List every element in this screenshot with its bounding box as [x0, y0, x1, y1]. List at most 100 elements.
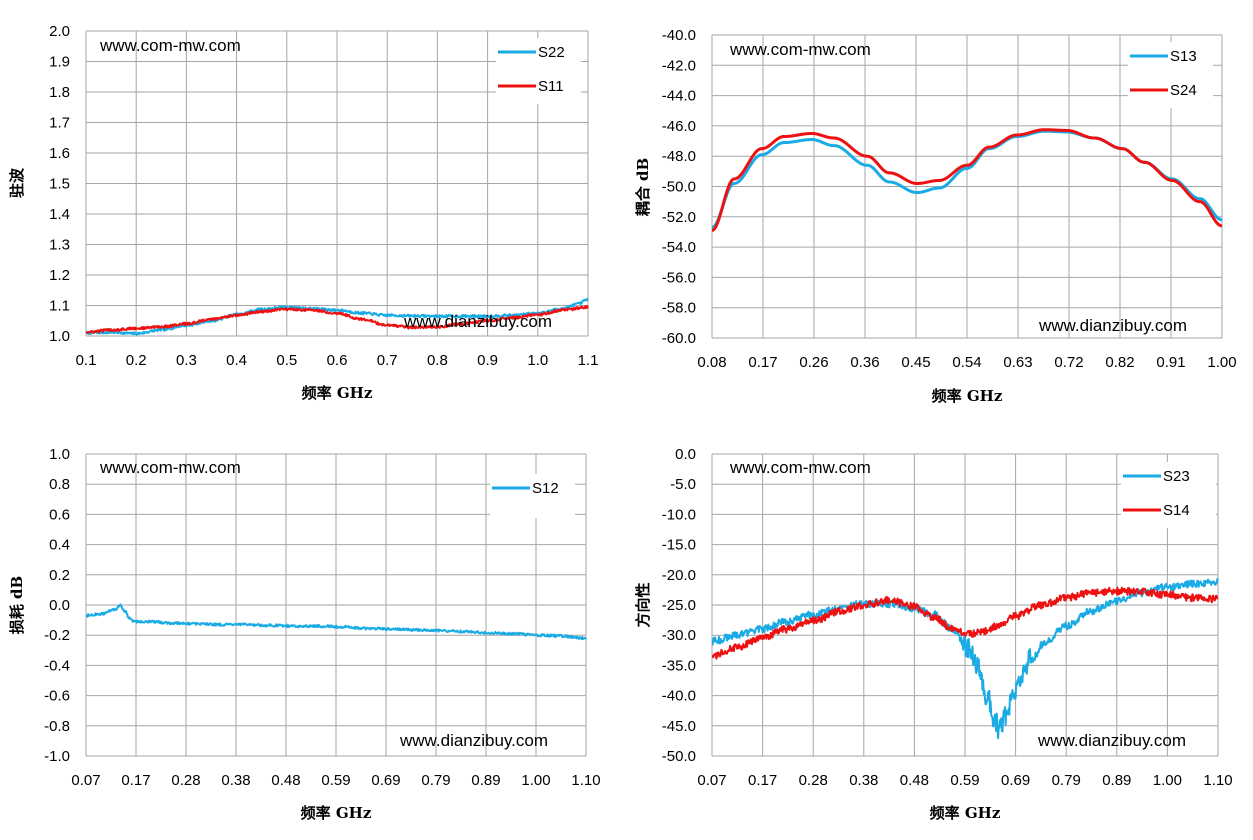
x-tick-label: 0.48 [271, 772, 300, 789]
series-line-s22 [86, 297, 589, 336]
x-tick-label: 0.17 [748, 354, 777, 371]
y-tick-label: 0.4 [49, 537, 70, 554]
x-tick-label: 0.89 [471, 772, 500, 789]
y-tick-label: 1.0 [49, 328, 70, 345]
legend-label-s23: S23 [1163, 468, 1190, 485]
y-tick-label: 0.2 [49, 567, 70, 584]
y-tick-label: -50.0 [662, 748, 696, 765]
chart-coupling-svg: 0.08 0.17 0.26 0.36 0.45 0.54 0.63 0.72 0.82 0.91… [634, 27, 1237, 405]
chart-loss: 0.07 0.17 0.28 0.38 0.48 0.59 0.69 0.79 0.89 1.00… [0, 420, 626, 840]
y-tick-label: 1.4 [49, 206, 70, 223]
y-tick-label: 1.1 [49, 298, 70, 315]
y-tick-label: 2.0 [49, 23, 70, 40]
watermark-bottom: www.dianzibuy.com [1037, 731, 1186, 750]
y-tick-label: -56.0 [662, 269, 696, 286]
legend-label-s12: S12 [532, 480, 559, 497]
x-tick-label: 0.54 [952, 354, 981, 371]
legend-box [496, 38, 581, 104]
x-tick-label: 0.8 [427, 352, 448, 369]
chart-coupling: 0.08 0.17 0.26 0.36 0.45 0.54 0.63 0.72 0.82 0.91… [626, 0, 1253, 420]
x-tick-label: 0.45 [901, 354, 930, 371]
x-tick-label: 0.79 [421, 772, 450, 789]
x-tick-label: 0.1 [76, 352, 97, 369]
x-tick-label: 1.10 [1203, 772, 1232, 789]
y-tick-label: -0.4 [44, 657, 70, 674]
watermark-top: www.com-mw.com [729, 40, 871, 59]
y-axis-title: 耦合 dB [634, 158, 652, 216]
x-tick-label: 0.69 [371, 772, 400, 789]
x-tick-label: 0.3 [176, 352, 197, 369]
x-tick-label: 0.17 [748, 772, 777, 789]
y-tick-label: 1.6 [49, 145, 70, 162]
x-tick-label: 1.10 [571, 772, 600, 789]
x-tick-label: 1.00 [1153, 772, 1182, 789]
x-tick-label: 0.5 [276, 352, 297, 369]
series-line-s23 [712, 577, 1219, 740]
x-tick-label: 1.0 [527, 352, 548, 369]
watermark-top: www.com-mw.com [729, 458, 871, 477]
y-tick-label: 1.3 [49, 237, 70, 254]
y-tick-label: 0.8 [49, 476, 70, 493]
y-tick-label: 0.0 [49, 597, 70, 614]
x-tick-label: 0.82 [1105, 354, 1134, 371]
x-tick-label: 0.6 [327, 352, 348, 369]
y-tick-label: -50.0 [662, 179, 696, 196]
y-tick-label: -40.0 [662, 688, 696, 705]
x-tick-label: 0.26 [799, 354, 828, 371]
legend-label-s24: S24 [1170, 82, 1197, 99]
y-axis-title: 损耗 dB [8, 576, 26, 634]
x-tick-label: 0.28 [799, 772, 828, 789]
x-tick-label: 0.59 [321, 772, 350, 789]
y-axis-title: 驻波 [8, 167, 26, 198]
y-tick-label: -10.0 [662, 506, 696, 523]
y-tick-label: 1.7 [49, 115, 70, 132]
x-tick-label: 0.36 [850, 354, 879, 371]
x-tick-label: 0.79 [1052, 772, 1081, 789]
x-tick-label: 0.07 [697, 772, 726, 789]
x-tick-label: 1.00 [521, 772, 550, 789]
y-tick-label: 0.6 [49, 506, 70, 523]
y-tick-label: -45.0 [662, 718, 696, 735]
x-axis-title: 频率 GHz [301, 804, 372, 822]
y-tick-label: -0.2 [44, 627, 70, 644]
y-tick-label: -48.0 [662, 148, 696, 165]
chart-vswr-svg: 0.1 0.2 0.3 0.4 0.5 0.6 0.7 0.8 0.9 1.0 1.1 1.0 1.1 1… [8, 23, 598, 402]
y-tick-label: 1.5 [49, 176, 70, 193]
series-line-s14 [712, 586, 1219, 660]
x-tick-label: 0.28 [171, 772, 200, 789]
x-tick-label: 0.2 [126, 352, 147, 369]
chart-vswr: 0.1 0.2 0.3 0.4 0.5 0.6 0.7 0.8 0.9 1.0 1.1 1.0 1.1 1… [0, 0, 626, 420]
watermark-bottom: www.dianzibuy.com [399, 731, 548, 750]
y-tick-label: -1.0 [44, 748, 70, 765]
y-tick-label: -0.6 [44, 688, 70, 705]
y-tick-label: -30.0 [662, 627, 696, 644]
y-tick-label: -0.8 [44, 718, 70, 735]
x-tick-label: 0.69 [1001, 772, 1030, 789]
y-tick-label: 0.0 [675, 446, 696, 463]
watermark-top: www.com-mw.com [99, 458, 241, 477]
x-tick-label: 1.00 [1207, 354, 1236, 371]
y-tick-label: -20.0 [662, 567, 696, 584]
x-tick-label: 0.38 [221, 772, 250, 789]
watermark-bottom: www.dianzibuy.com [1038, 316, 1187, 335]
x-axis-title: 频率 GHz [932, 387, 1003, 405]
y-tick-label: -15.0 [662, 537, 696, 554]
x-tick-label: 0.48 [900, 772, 929, 789]
legend-box [1128, 42, 1213, 108]
y-tick-label: -46.0 [662, 118, 696, 135]
x-axis-title: 频率 GHz [930, 804, 1001, 822]
y-tick-label: -54.0 [662, 239, 696, 256]
y-tick-label: -58.0 [662, 300, 696, 317]
x-tick-label: 0.91 [1156, 354, 1185, 371]
y-tick-label: 1.2 [49, 267, 70, 284]
x-tick-label: 0.89 [1102, 772, 1131, 789]
chart-loss-svg: 0.07 0.17 0.28 0.38 0.48 0.59 0.69 0.79 0.89 1.00… [8, 446, 601, 822]
x-tick-label: 0.7 [377, 352, 398, 369]
legend-label-s11: S11 [538, 78, 564, 95]
y-tick-label: -52.0 [662, 209, 696, 226]
chart-directivity-svg: 0.07 0.17 0.28 0.38 0.48 0.59 0.69 0.79 0.89 1.00… [634, 446, 1233, 822]
y-tick-label: -5.0 [670, 476, 696, 493]
x-tick-label: 0.72 [1054, 354, 1083, 371]
y-tick-label: 1.0 [49, 446, 70, 463]
x-tick-label: 0.17 [121, 772, 150, 789]
